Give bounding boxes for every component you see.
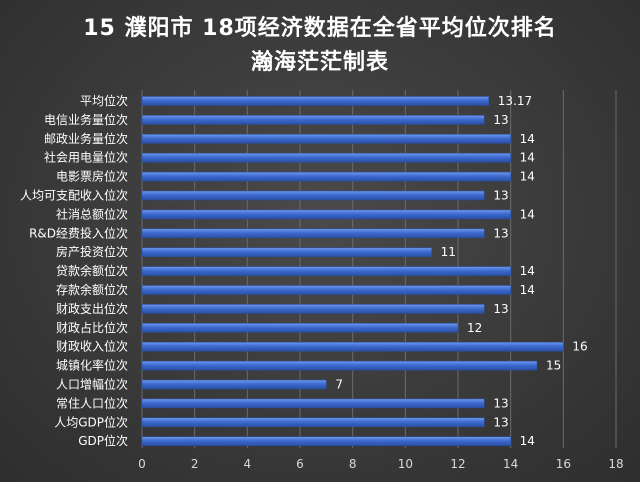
category-label: 存款余额位次 (56, 282, 128, 297)
chart-subtitle: 瀚海茫茫制表 (250, 50, 389, 75)
data-label: 14 (520, 151, 535, 165)
category-label: 财政占比位次 (56, 320, 128, 335)
bar (141, 247, 432, 257)
bar (141, 134, 511, 144)
x-tick-label: 14 (503, 457, 518, 471)
data-label: 13 (493, 226, 508, 240)
data-label: 13 (493, 113, 508, 127)
bar (141, 323, 459, 333)
bar (141, 190, 485, 201)
bar (141, 152, 511, 163)
bar (141, 341, 564, 352)
data-label: 12 (467, 321, 482, 335)
x-tick-label: 4 (244, 457, 252, 471)
category-label: 社消总额位次 (56, 206, 128, 221)
category-label: GDP位次 (78, 433, 128, 448)
category-label: 电影票房位次 (56, 169, 128, 184)
category-label: 人均可支配收入位次 (20, 188, 128, 203)
x-tick-label: 0 (138, 457, 146, 471)
category-label: 贷款余额位次 (56, 263, 128, 278)
data-label: 13.17 (498, 94, 532, 108)
category-label: 邮政业务量位次 (44, 131, 128, 146)
category-label: 常住人口位次 (56, 395, 128, 410)
data-label: 13 (493, 396, 508, 410)
bar (141, 96, 490, 106)
bar (141, 360, 538, 371)
x-tick-label: 8 (349, 457, 357, 471)
bar (141, 417, 485, 428)
bar (141, 436, 511, 446)
bar (141, 209, 511, 220)
data-label: 13 (493, 189, 508, 203)
category-label: 人均GDP位次 (54, 414, 128, 429)
category-label: 电信业务量位次 (44, 112, 128, 127)
bar (141, 266, 511, 276)
x-tick-label: 6 (296, 457, 304, 471)
bar (141, 398, 485, 409)
bar (141, 115, 485, 125)
x-tick-label: 10 (398, 457, 413, 471)
data-label: 14 (520, 264, 535, 278)
x-tick-label: 16 (556, 457, 571, 471)
category-label: 城镇化率位次 (56, 358, 128, 373)
chart-title: 15 濮阳市 18项经济数据在全省平均位次排名 (83, 16, 557, 41)
x-tick-label: 12 (450, 457, 465, 471)
data-label: 13 (493, 302, 508, 316)
data-label: 14 (520, 207, 535, 221)
data-label: 15 (546, 359, 561, 373)
category-label: 财政收入位次 (56, 339, 128, 354)
category-label: 平均位次 (80, 93, 128, 108)
data-label: 16 (572, 340, 587, 354)
data-label: 13 (493, 415, 508, 429)
category-label: 房产投资位次 (56, 244, 128, 259)
x-tick-label: 2 (191, 457, 199, 471)
category-label: 人口增幅位次 (56, 377, 128, 392)
data-label: 14 (520, 283, 535, 297)
data-label: 14 (520, 434, 535, 448)
category-label: R&D经费投入位次 (29, 225, 128, 240)
category-label: 财政支出位次 (56, 301, 128, 316)
data-label: 7 (335, 378, 343, 392)
data-label: 14 (520, 132, 535, 146)
bar (141, 171, 511, 182)
category-label: 社会用电量位次 (44, 150, 128, 165)
bar (141, 228, 485, 239)
bar (141, 379, 327, 390)
bar (141, 285, 511, 295)
data-label: 14 (520, 170, 535, 184)
bar (141, 304, 485, 314)
x-tick-label: 18 (608, 457, 623, 471)
data-label: 11 (441, 245, 456, 259)
